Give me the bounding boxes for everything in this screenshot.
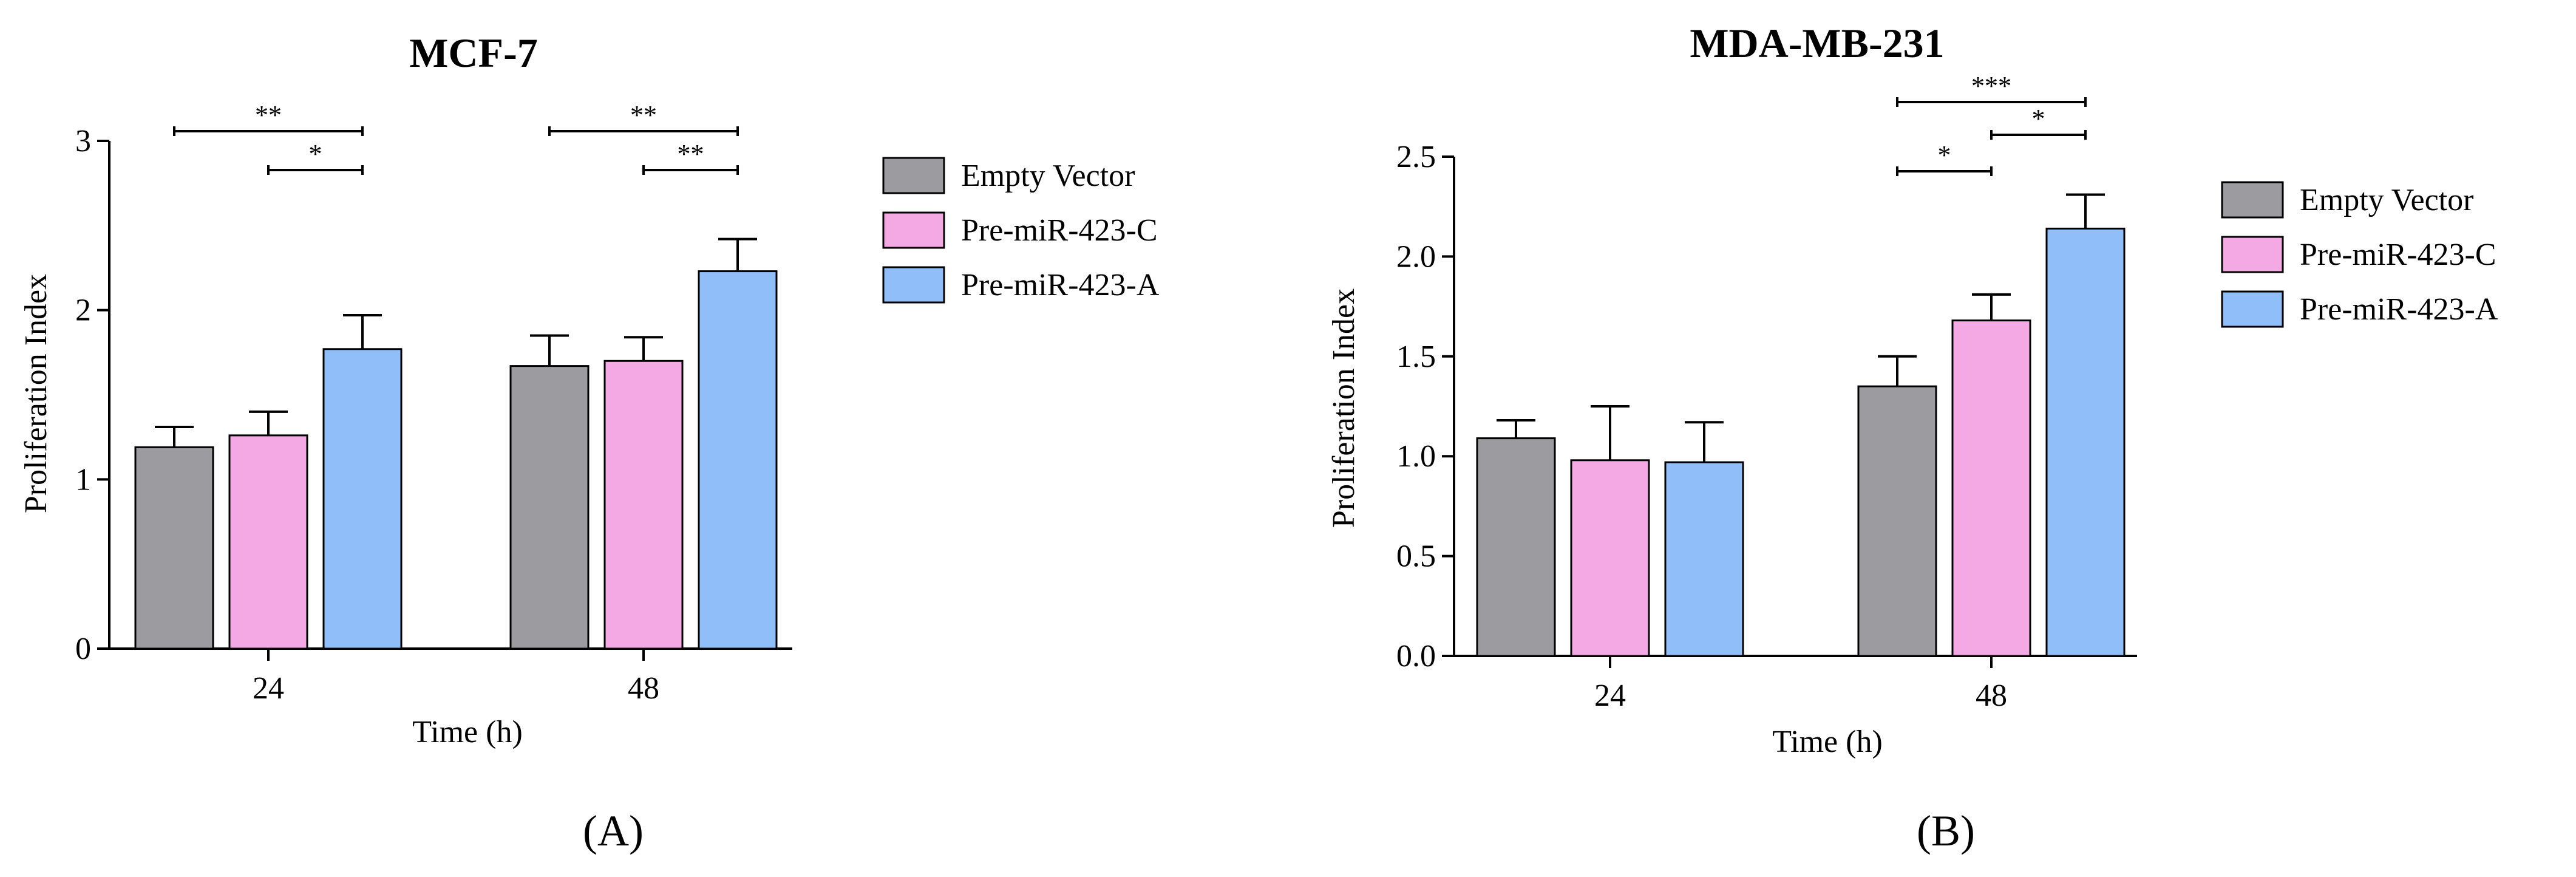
chart-a-ytick-label: 2	[75, 293, 91, 328]
chart-b-title: MDA-MB-231	[1690, 20, 1944, 66]
chart-a-significance-label: **	[255, 100, 282, 130]
chart-a-legend-label: Empty Vector	[961, 159, 1135, 193]
chart-a-bar	[698, 270, 778, 650]
chart-b-bar	[1951, 319, 2031, 657]
chart-b-legend-swatch	[2221, 181, 2284, 219]
chart-a-panel-label: (A)	[583, 807, 644, 855]
chart-b-bar	[2045, 227, 2126, 657]
chart-a-significance-label: *	[309, 139, 322, 169]
chart-a-legend-label: Pre-miR-423-C	[961, 213, 1158, 248]
chart-a-title: MCF-7	[409, 30, 537, 76]
chart-a-legend-swatch	[882, 266, 945, 304]
chart-b-ytick-label: 1.5	[1396, 340, 1436, 374]
chart-b-bar	[1570, 459, 1650, 657]
chart-b-bar	[1664, 461, 1744, 657]
chart-a-xtick-label: 24	[253, 671, 284, 706]
chart-a-bar	[228, 434, 308, 650]
chart-a-ytick-label: 3	[75, 124, 91, 159]
chart-a-significance-label: **	[678, 139, 704, 169]
chart-a-bar	[509, 365, 590, 650]
chart-b-ytick-label: 0.0	[1396, 639, 1436, 674]
chart-b-ytick-label: 1.0	[1396, 439, 1436, 474]
chart-a-bar	[603, 360, 684, 650]
chart-a-significance-label: **	[630, 100, 657, 130]
chart-b-ytick-label: 2.0	[1396, 239, 1436, 274]
chart-a-bar	[134, 446, 214, 650]
chart-b-plot: 0.00.51.01.52.02.524 48*****Empty VectorP…	[1396, 71, 2498, 713]
chart-a-bar	[322, 348, 403, 650]
chart-a-xtick-label: 48	[628, 671, 659, 706]
chart-b-bar	[1476, 437, 1556, 657]
chart-b-panel-label: (B)	[1917, 807, 1975, 855]
chart-b-bar	[1857, 385, 1937, 657]
chart-b-legend-label: Pre-miR-423-C	[2300, 237, 2496, 272]
chart-b-significance-label: ***	[1971, 71, 2011, 101]
chart-b-ytick-label: 0.5	[1396, 539, 1436, 574]
chart-a-ytick-label: 1	[75, 462, 91, 497]
chart-a-legend-swatch	[882, 157, 945, 194]
chart-b-legend-swatch	[2221, 290, 2284, 328]
chart-b-legend-label: Pre-miR-423-A	[2300, 292, 2498, 327]
chart-b-xtick-label: 48	[1976, 678, 2007, 713]
chart-b-xlabel: Time (h)	[1772, 725, 1883, 759]
chart-b-legend-swatch	[2221, 236, 2284, 273]
chart-b-significance-label: *	[1938, 140, 1951, 170]
chart-b-legend-label: Empty Vector	[2300, 183, 2473, 217]
chart-a-ytick-label: 0	[75, 632, 91, 666]
chart-a-legend-label: Pre-miR-423-A	[961, 268, 1160, 302]
chart-a-legend-swatch	[882, 211, 945, 249]
chart-a-ylabel: Proliferation Index	[19, 274, 53, 513]
chart-b-xtick-label: 24	[1594, 678, 1626, 713]
chart-a-xlabel: Time (h)	[412, 715, 523, 749]
chart-b-ytick-label: 2.5	[1396, 140, 1436, 174]
chart-b-significance-label: *	[2032, 104, 2045, 134]
chart-b-ylabel: Proliferation Index	[1327, 288, 1361, 528]
